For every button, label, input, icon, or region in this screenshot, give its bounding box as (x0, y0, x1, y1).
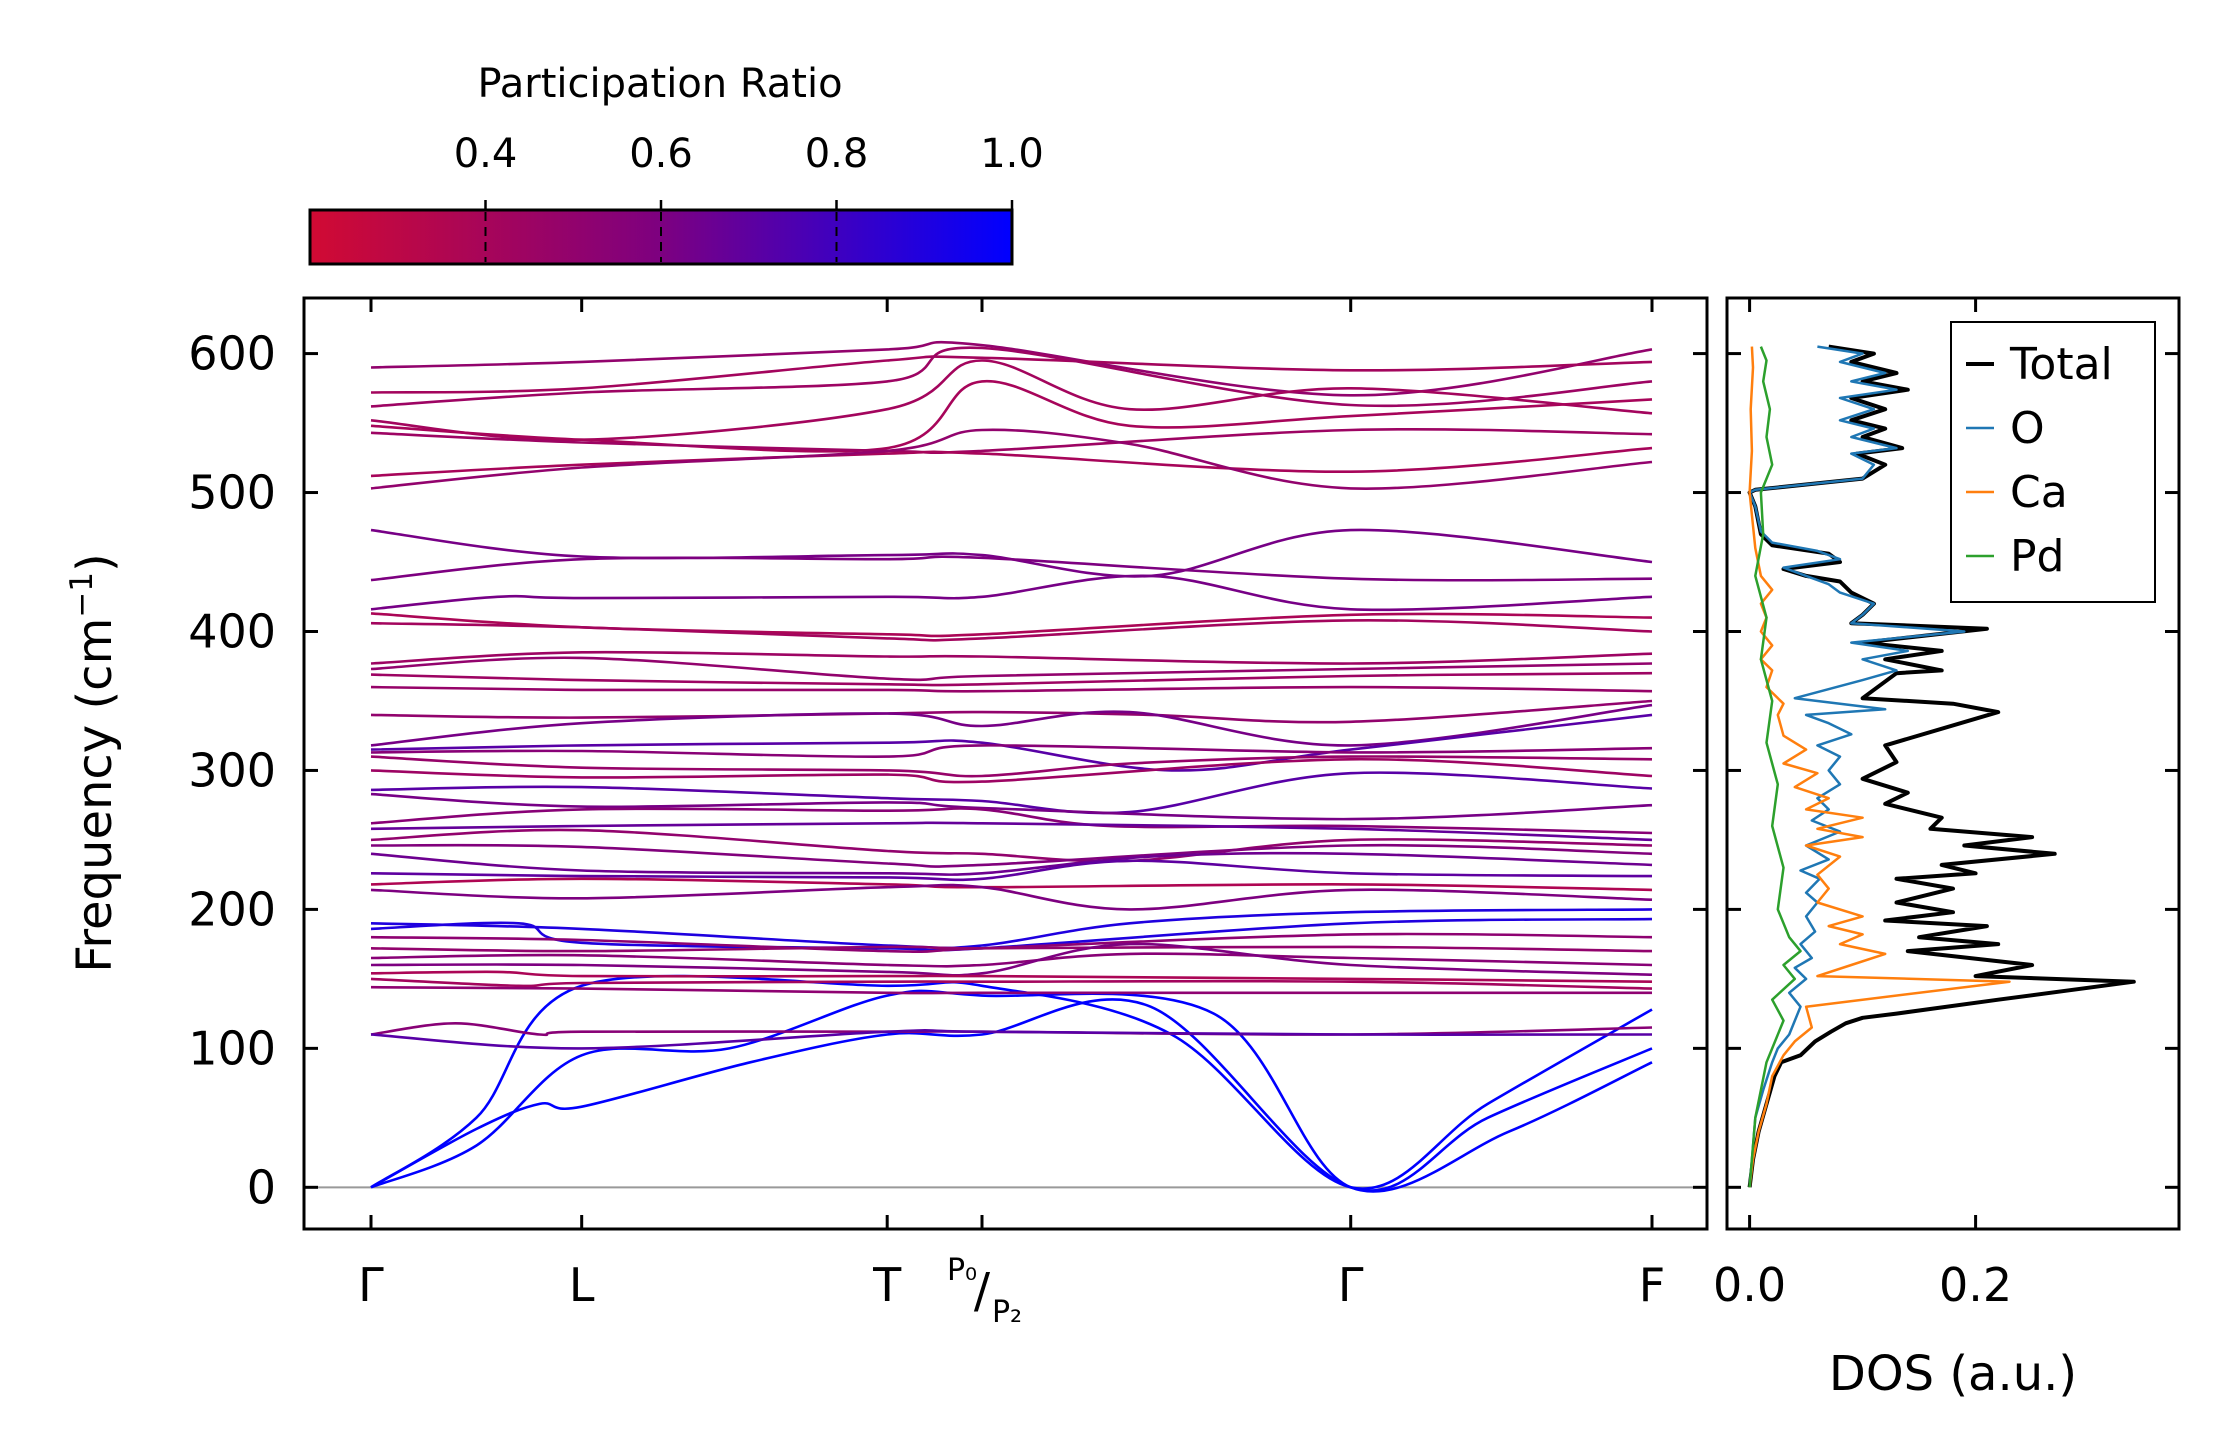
optical-branch (370, 859, 1653, 882)
optical-branch (370, 528, 1653, 578)
dos-x-tick-label: 0.0 (1713, 1258, 1786, 1312)
optical-branch (370, 713, 1653, 772)
optical-branch (370, 908, 1653, 950)
phonon-bands (370, 340, 1653, 1193)
x-tick-label: L (569, 1258, 595, 1312)
x-tick-label: F (1639, 1258, 1665, 1312)
optical-branch (370, 807, 1653, 835)
band-structure-panel: 0 100 200 300 400 500 600 Γ L T P₀/P₂ Γ F Frequency… (64, 296, 1709, 1330)
optical-branch (370, 851, 1653, 876)
optical-branch (370, 685, 1653, 693)
band-y-axis-label: Frequency (cm−1) (64, 553, 123, 973)
fraction-numerator: P₀ (947, 1253, 977, 1288)
optical-branch (370, 612, 1653, 638)
dos-y-ticks (1727, 352, 2179, 1189)
x-tick-label: Γ (358, 1258, 384, 1312)
acoustic-branch (370, 998, 1653, 1192)
optical-branch (370, 942, 1653, 977)
optical-branch (370, 771, 1653, 815)
dos-series-ca (1748, 346, 2011, 1188)
optical-branch (370, 821, 1653, 842)
optical-branch (370, 703, 1653, 747)
optical-branch (370, 359, 1653, 442)
optical-branch (370, 555, 1653, 582)
x-tick-label-fraction: P₀/P₂ (947, 1253, 1022, 1330)
band-x-ticks: Γ L T P₀/P₂ Γ F (358, 298, 1665, 1330)
fraction-denominator: P₂ (992, 1295, 1022, 1330)
optical-branch (370, 355, 1653, 394)
dos-x-ticks: 0.0 0.2 (1713, 298, 2012, 1312)
optical-branch (370, 932, 1653, 953)
acoustic-branch (370, 989, 1653, 1193)
dos-x-axis-label: DOS (a.u.) (1829, 1346, 2077, 1402)
y-tick-label: 0 (247, 1160, 276, 1214)
legend-label: Pd (2010, 531, 2064, 582)
optical-branch (370, 744, 1653, 758)
fraction-slash: / (974, 1263, 991, 1319)
optical-branch (370, 883, 1653, 911)
optical-branch (370, 380, 1653, 453)
dos-series-total (1747, 344, 2136, 1188)
colorbar-tick-label: 0.4 (454, 131, 518, 177)
colorbar-tick-label: 1.0 (980, 131, 1044, 177)
optical-branch (370, 650, 1653, 665)
optical-branch (370, 757, 1653, 784)
y-tick-label: 400 (188, 604, 276, 658)
legend-label: Total (2009, 339, 2113, 390)
optical-branch (370, 755, 1653, 778)
colorbar-tick-labels: 0.4 0.6 0.8 1.0 (454, 131, 1044, 177)
colorbar-tick-label: 0.6 (629, 131, 693, 177)
band-axes-frame (302, 296, 1709, 1231)
optical-branch (370, 828, 1653, 863)
optical-branch (370, 574, 1653, 612)
legend-label: O (2010, 403, 2045, 454)
optical-branch (370, 792, 1653, 821)
dos-legend: Total O Ca Pd (1950, 321, 2156, 603)
optical-branch (370, 340, 1653, 397)
x-tick-label: Γ (1338, 1258, 1364, 1312)
optical-branch (370, 428, 1653, 490)
dos-series-pd (1748, 346, 1802, 1188)
optical-branch (370, 446, 1653, 478)
y-tick-label: 300 (188, 743, 276, 797)
optical-branch (370, 656, 1653, 682)
optical-branch (370, 945, 1653, 953)
optical-branch (370, 985, 1652, 995)
optical-branch (370, 671, 1653, 687)
optical-branch (370, 346, 1653, 408)
optical-branch (370, 877, 1653, 892)
optical-branch (370, 970, 1653, 983)
dos-axes-frame (1725, 296, 2181, 1231)
dos-curves (1747, 344, 2136, 1188)
y-tick-label: 500 (188, 466, 276, 520)
optical-branch (370, 427, 1653, 455)
y-tick-label: 100 (188, 1021, 276, 1075)
y-tick-label: 200 (188, 882, 276, 936)
colorbar-title: Participation Ratio (477, 61, 842, 107)
optical-branch (370, 977, 1653, 990)
optical-branch (370, 1029, 1653, 1050)
acoustic-branch (370, 974, 1653, 1190)
colorbar-tick-marks (484, 200, 1014, 262)
colorbar-tick-label: 0.8 (805, 131, 869, 177)
optical-branch (370, 843, 1653, 868)
optical-branch (370, 699, 1653, 724)
dos-x-tick-label: 0.2 (1939, 1258, 2012, 1312)
optical-branch (370, 619, 1653, 642)
optical-branch (370, 917, 1653, 952)
y-tick-label: 600 (188, 327, 276, 381)
legend-label: Ca (2010, 467, 2068, 518)
optical-branch (370, 952, 1653, 968)
dos-series-o (1748, 345, 1966, 1188)
x-tick-label: T (872, 1258, 902, 1312)
band-y-ticks: 0 100 200 300 400 500 600 (188, 327, 1707, 1214)
dos-panel: 0.0 0.2 DOS (a.u.) Total O Ca Pd (1713, 296, 2181, 1402)
colorbar: Participation Ratio 0.4 0.6 0.8 1.0 (308, 61, 1044, 266)
